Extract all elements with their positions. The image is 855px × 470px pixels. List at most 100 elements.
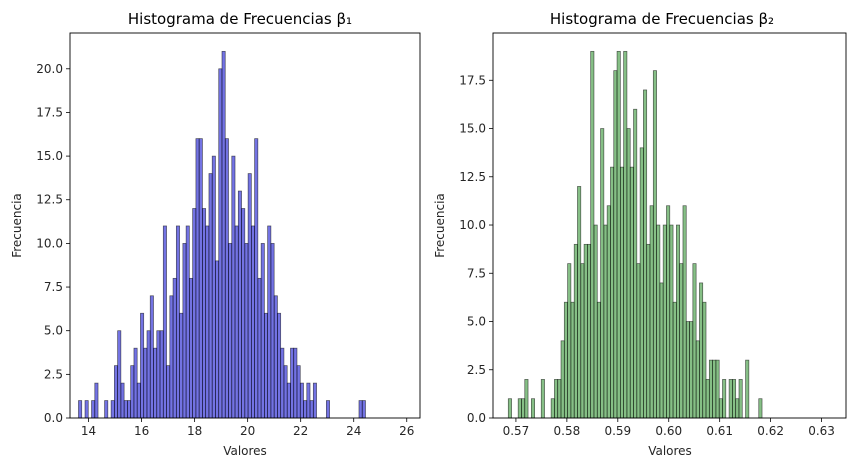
histogram-bar-beta2: [610, 166, 615, 419]
histogram-bar-beta2: [672, 301, 677, 419]
x-tick-label-beta2: 0.58: [554, 424, 581, 438]
histogram-bar-beta2: [679, 263, 684, 419]
x-axis-label-beta1: Valores: [223, 444, 267, 458]
histogram-bar-beta2: [540, 379, 545, 419]
histogram-bar-beta2: [587, 243, 592, 419]
histogram-bar-beta2: [524, 379, 529, 419]
histogram-bar-beta1: [169, 295, 174, 419]
histogram-bar-beta1: [166, 365, 171, 419]
histogram-bar-beta1: [273, 295, 278, 419]
histogram-bar-beta2: [626, 128, 631, 419]
y-tick-label-beta1: 20.0: [36, 62, 63, 76]
histogram-bar-beta2: [580, 263, 585, 419]
histogram-bar-beta2: [639, 147, 644, 419]
chart-title-beta2: Histograma de Frecuencias β₂: [550, 10, 774, 28]
histogram-bar-beta1: [290, 347, 295, 419]
histogram-bar-beta1: [270, 243, 275, 419]
y-ticks-beta2: 0.0 2.5 5.0 7.5 10.0 12.5 15.0 17.5: [459, 73, 493, 425]
histogram-bar-beta1: [241, 208, 246, 419]
histogram-bar-beta1: [84, 400, 89, 419]
histogram-bar-beta2: [643, 89, 648, 419]
x-tick-label-beta1: 20: [240, 424, 255, 438]
histogram-bar-beta2: [702, 301, 707, 419]
histogram-bar-beta1: [146, 330, 151, 419]
histogram-bar-beta1: [156, 330, 161, 419]
histogram-bar-beta2: [669, 224, 674, 419]
histogram-bar-beta1: [309, 400, 314, 419]
y-tick-label-beta2: 10.0: [459, 218, 486, 232]
histogram-bar-beta1: [208, 173, 213, 419]
x-tick-label-beta1: 22: [293, 424, 308, 438]
histogram-bar-beta1: [293, 347, 298, 419]
histogram-bar-beta2: [735, 398, 740, 419]
histogram-bar-beta1: [91, 400, 96, 419]
histogram-bar-beta1: [78, 400, 83, 419]
histogram-bar-beta2: [613, 70, 618, 419]
histogram-bar-beta1: [358, 400, 363, 419]
y-tick-label-beta1: 2.5: [44, 367, 63, 381]
histogram-bar-beta1: [159, 330, 164, 419]
histogram-bar-beta2: [593, 224, 598, 419]
histogram-bar-beta2: [718, 398, 723, 419]
histogram-bar-beta1: [153, 347, 158, 419]
x-tick-label-beta1: 16: [134, 424, 149, 438]
y-tick-label-beta2: 15.0: [459, 122, 486, 136]
histogram-bar-beta1: [120, 382, 125, 419]
y-tick-label-beta2: 0.0: [467, 411, 486, 425]
histogram-bar-beta2: [695, 340, 700, 419]
histogram-bar-beta2: [682, 205, 687, 419]
histogram-bar-beta1: [162, 225, 167, 419]
histogram-bar-beta1: [221, 50, 226, 419]
histogram-bar-beta1: [361, 400, 366, 419]
histogram-bar-beta2: [563, 301, 568, 419]
histogram-bar-beta1: [218, 68, 223, 419]
histogram-bar-beta2: [619, 166, 624, 419]
histogram-bar-beta1: [286, 382, 291, 419]
x-tick-label-beta1: 14: [81, 424, 96, 438]
histogram-bar-beta2: [573, 243, 578, 419]
y-tick-label-beta1: 17.5: [36, 105, 63, 119]
histogram-bar-beta2: [738, 379, 743, 419]
histogram-bar-beta2: [596, 301, 601, 419]
histogram-bar-beta2: [722, 379, 727, 419]
x-ticks-beta1: 14 16 18 20 22 24 26: [81, 418, 414, 438]
x-axis-label-beta2: Valores: [648, 444, 692, 458]
y-axis-label-beta1: Frecuencia: [10, 193, 24, 258]
histogram-bar-beta2: [603, 224, 608, 419]
histogram-bar-beta2: [629, 166, 634, 419]
histogram-bar-beta1: [205, 225, 210, 419]
histogram-bar-beta2: [758, 398, 763, 419]
histogram-bar-beta2: [521, 398, 526, 419]
histogram-bar-beta2: [699, 282, 704, 419]
x-tick-label-beta1: 24: [346, 424, 361, 438]
histogram-bar-beta1: [303, 400, 308, 419]
histogram-bar-beta1: [185, 225, 190, 419]
histogram-bar-beta1: [299, 382, 304, 419]
histogram-bar-beta2: [745, 359, 750, 419]
histogram-bar-beta2: [517, 398, 522, 419]
y-ticks-beta1: 0.0 2.5 5.0 7.5 10.0 12.5 15.0 17.5 20.0: [36, 62, 70, 425]
histogram-bar-beta2: [732, 379, 737, 419]
histogram-bar-beta2: [600, 128, 605, 419]
x-tick-label-beta2: 0.57: [503, 424, 530, 438]
histogram-bar-beta2: [676, 224, 681, 419]
histogram-bar-beta2: [570, 301, 575, 419]
x-tick-label-beta2: 0.63: [808, 424, 835, 438]
histogram-bar-beta2: [712, 359, 717, 419]
histogram-bar-beta1: [296, 365, 301, 419]
y-tick-label-beta1: 10.0: [36, 236, 63, 250]
histogram-bar-beta1: [267, 225, 272, 419]
y-axis-label-beta2: Frecuencia: [433, 193, 447, 258]
histogram-bar-beta1: [189, 277, 193, 419]
histogram-bar-beta2: [685, 321, 690, 419]
histogram-bar-beta2: [567, 263, 572, 419]
histogram-bar-beta2: [689, 321, 694, 419]
y-tick-label-beta1: 7.5: [44, 280, 63, 294]
histogram-bar-beta2: [715, 359, 720, 419]
histogram-bar-beta2: [507, 398, 512, 419]
histogram-bar-beta1: [250, 225, 255, 419]
histogram-bar-beta1: [195, 138, 200, 419]
histogram-bar-beta2: [616, 50, 621, 419]
bars-beta2: [507, 50, 763, 419]
x-ticks-beta2: 0.57 0.58 0.59 0.60 0.61 0.62 0.63: [503, 418, 835, 438]
